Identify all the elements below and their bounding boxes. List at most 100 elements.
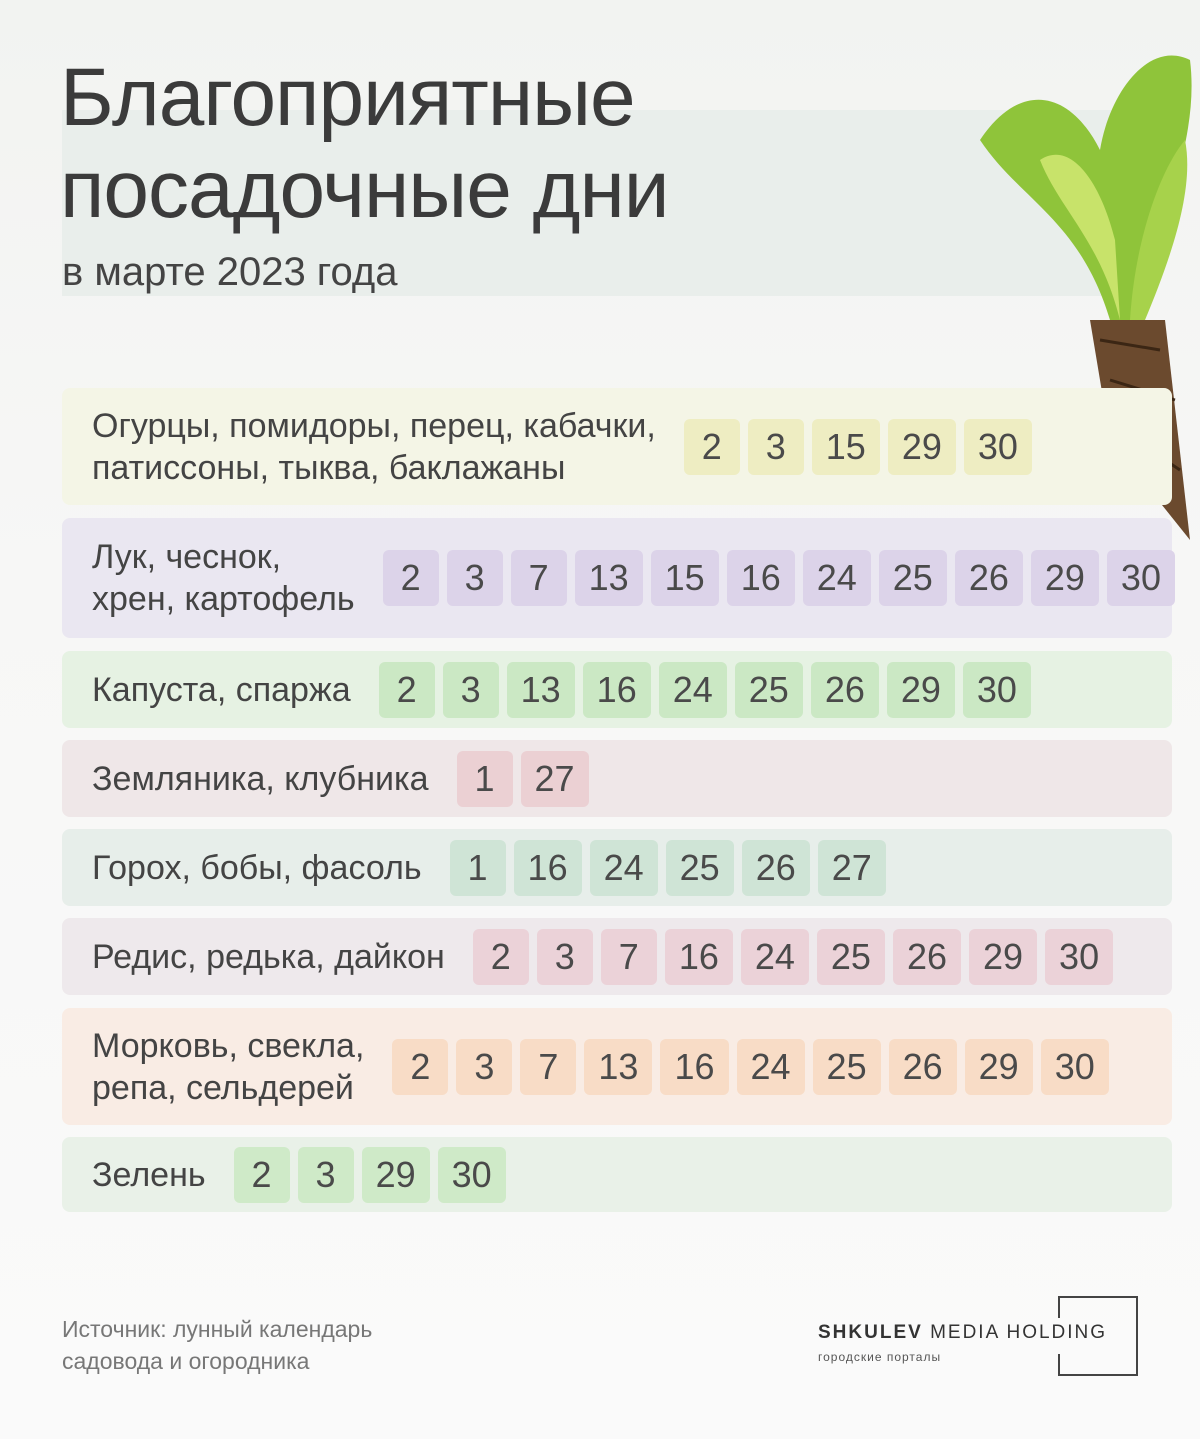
- row-label: Земляника, клубника: [92, 758, 429, 800]
- day-chip: 25: [665, 839, 734, 896]
- day-chip: 3: [456, 1038, 513, 1095]
- day-chip: 13: [574, 550, 643, 606]
- day-chip: 30: [1106, 550, 1175, 606]
- row: Горох, бобы, фасоль 1 16 24 25 26 27: [62, 829, 1172, 906]
- title: Благоприятные посадочные дни: [60, 52, 670, 236]
- logo-text: SHKULEV MEDIA HOLDING: [818, 1322, 1107, 1344]
- row-label: Зелень: [92, 1154, 206, 1196]
- day-chip: 3: [297, 1146, 354, 1203]
- day-chip: 1: [449, 839, 506, 896]
- day-chip: 7: [510, 550, 567, 606]
- row-label-line: хрен, картофель: [92, 580, 355, 618]
- day-list: 2 3 29 30: [233, 1146, 506, 1203]
- row-label: Горох, бобы, фасоль: [92, 847, 422, 889]
- day-chip: 24: [802, 550, 871, 606]
- day-chip: 24: [589, 839, 658, 896]
- row-label: Редис, редька, дайкон: [92, 936, 445, 978]
- row-label-line: репа, сельдерей: [92, 1068, 354, 1107]
- day-chip: 3: [442, 661, 499, 718]
- day-chip: 25: [734, 661, 803, 718]
- source: Источник: лунный календарь садовода и ог…: [62, 1313, 372, 1377]
- row-label: Огурцы, помидоры, перец, кабачки, патиссо…: [92, 405, 656, 489]
- source-line: Источник: лунный календарь: [62, 1316, 373, 1342]
- day-chip: 2: [472, 928, 529, 985]
- day-chip: 26: [741, 839, 810, 896]
- day-list: 2 3 7 16 24 25 26 29 30: [472, 928, 1114, 985]
- row-label: Лук, чеснок, хрен, картофель: [92, 536, 355, 620]
- day-chip: 29: [964, 1038, 1033, 1095]
- day-chip: 26: [810, 661, 879, 718]
- title-line: Благоприятные: [60, 52, 636, 143]
- day-list: 2 3 13 16 24 25 26 29 30: [378, 661, 1031, 718]
- day-chip: 13: [584, 1038, 653, 1095]
- day-chip: 29: [887, 418, 956, 475]
- day-chip: 26: [888, 1038, 957, 1095]
- day-chip: 15: [811, 418, 880, 475]
- row: Земляника, клубника 1 27: [62, 740, 1172, 817]
- row: Лук, чеснок, хрен, картофель 2 3 7 13 15 16 24 25…: [62, 518, 1175, 638]
- day-chip: 16: [664, 928, 733, 985]
- row-label-line: Горох, бобы, фасоль: [92, 848, 422, 887]
- row-label-line: патиссоны, тыква, баклажаны: [92, 448, 566, 487]
- day-chip: 15: [650, 550, 719, 606]
- day-chip: 25: [878, 550, 947, 606]
- day-chip: 3: [536, 928, 593, 985]
- day-chip: 2: [378, 661, 435, 718]
- logo-suffix: MEDIA HOLDING: [930, 1322, 1108, 1343]
- row-label: Капуста, спаржа: [92, 669, 351, 711]
- day-chip: 2: [233, 1146, 290, 1203]
- day-chip: 29: [969, 928, 1038, 985]
- day-chip: 24: [658, 661, 727, 718]
- subtitle: в марте 2023 года: [62, 250, 398, 294]
- day-chip: 30: [1040, 1038, 1109, 1095]
- row: Огурцы, помидоры, перец, кабачки, патиссо…: [62, 388, 1172, 505]
- day-list: 1 16 24 25 26 27: [449, 839, 886, 896]
- day-chip: 30: [962, 661, 1031, 718]
- logo: SHKULEV MEDIA HOLDING городские порталы: [818, 1322, 1107, 1364]
- day-chip: 29: [886, 661, 955, 718]
- row: Морковь, свекла, репа, сельдерей 2 3 7 13 16 24…: [62, 1008, 1172, 1125]
- row-label-line: Огурцы, помидоры, перец, кабачки,: [92, 406, 656, 445]
- row-label-line: Капуста, спаржа: [92, 670, 351, 709]
- day-chip: 29: [1030, 550, 1099, 606]
- title-band: [62, 110, 1142, 296]
- day-chip: 30: [1045, 928, 1114, 985]
- day-chip: 24: [736, 1038, 805, 1095]
- day-chip: 30: [437, 1146, 506, 1203]
- day-chip: 30: [963, 418, 1032, 475]
- day-chip: 13: [506, 661, 575, 718]
- day-chip: 7: [600, 928, 657, 985]
- row: Зелень 2 3 29 30: [62, 1137, 1172, 1212]
- row-label-line: Морковь, свекла,: [92, 1026, 365, 1065]
- day-chip: 29: [361, 1146, 430, 1203]
- logo-brand: SHKULEV: [818, 1322, 923, 1343]
- day-chip: 27: [817, 839, 886, 896]
- day-chip: 26: [892, 928, 961, 985]
- day-chip: 16: [582, 661, 651, 718]
- day-list: 2 3 7 13 15 16 24 25 26 29 30: [382, 550, 1175, 606]
- day-chip: 16: [726, 550, 795, 606]
- row-label-line: Редис, редька, дайкон: [92, 937, 445, 976]
- day-chip: 26: [954, 550, 1023, 606]
- row-label-line: Зелень: [92, 1155, 206, 1194]
- source-line: садовода и огородника: [62, 1348, 310, 1374]
- day-chip: 2: [382, 550, 439, 606]
- day-chip: 2: [683, 418, 740, 475]
- day-list: 2 3 7 13 16 24 25 26 29 30: [392, 1038, 1109, 1095]
- row-label-line: Лук, чеснок,: [92, 538, 282, 576]
- logo-frame: [1058, 1296, 1138, 1376]
- title-line: посадочные дни: [60, 144, 670, 235]
- row: Редис, редька, дайкон 2 3 7 16 24 25 26 29 30: [62, 918, 1172, 995]
- day-chip: 27: [520, 750, 589, 807]
- day-chip: 7: [520, 1038, 577, 1095]
- day-list: 1 27: [456, 750, 589, 807]
- day-chip: 16: [513, 839, 582, 896]
- day-chip: 2: [392, 1038, 449, 1095]
- day-chip: 24: [740, 928, 809, 985]
- day-chip: 3: [446, 550, 503, 606]
- logo-tagline: городские порталы: [818, 1350, 942, 1364]
- day-chip: 16: [660, 1038, 729, 1095]
- day-chip: 3: [747, 418, 804, 475]
- day-list: 2 3 15 29 30: [683, 418, 1032, 475]
